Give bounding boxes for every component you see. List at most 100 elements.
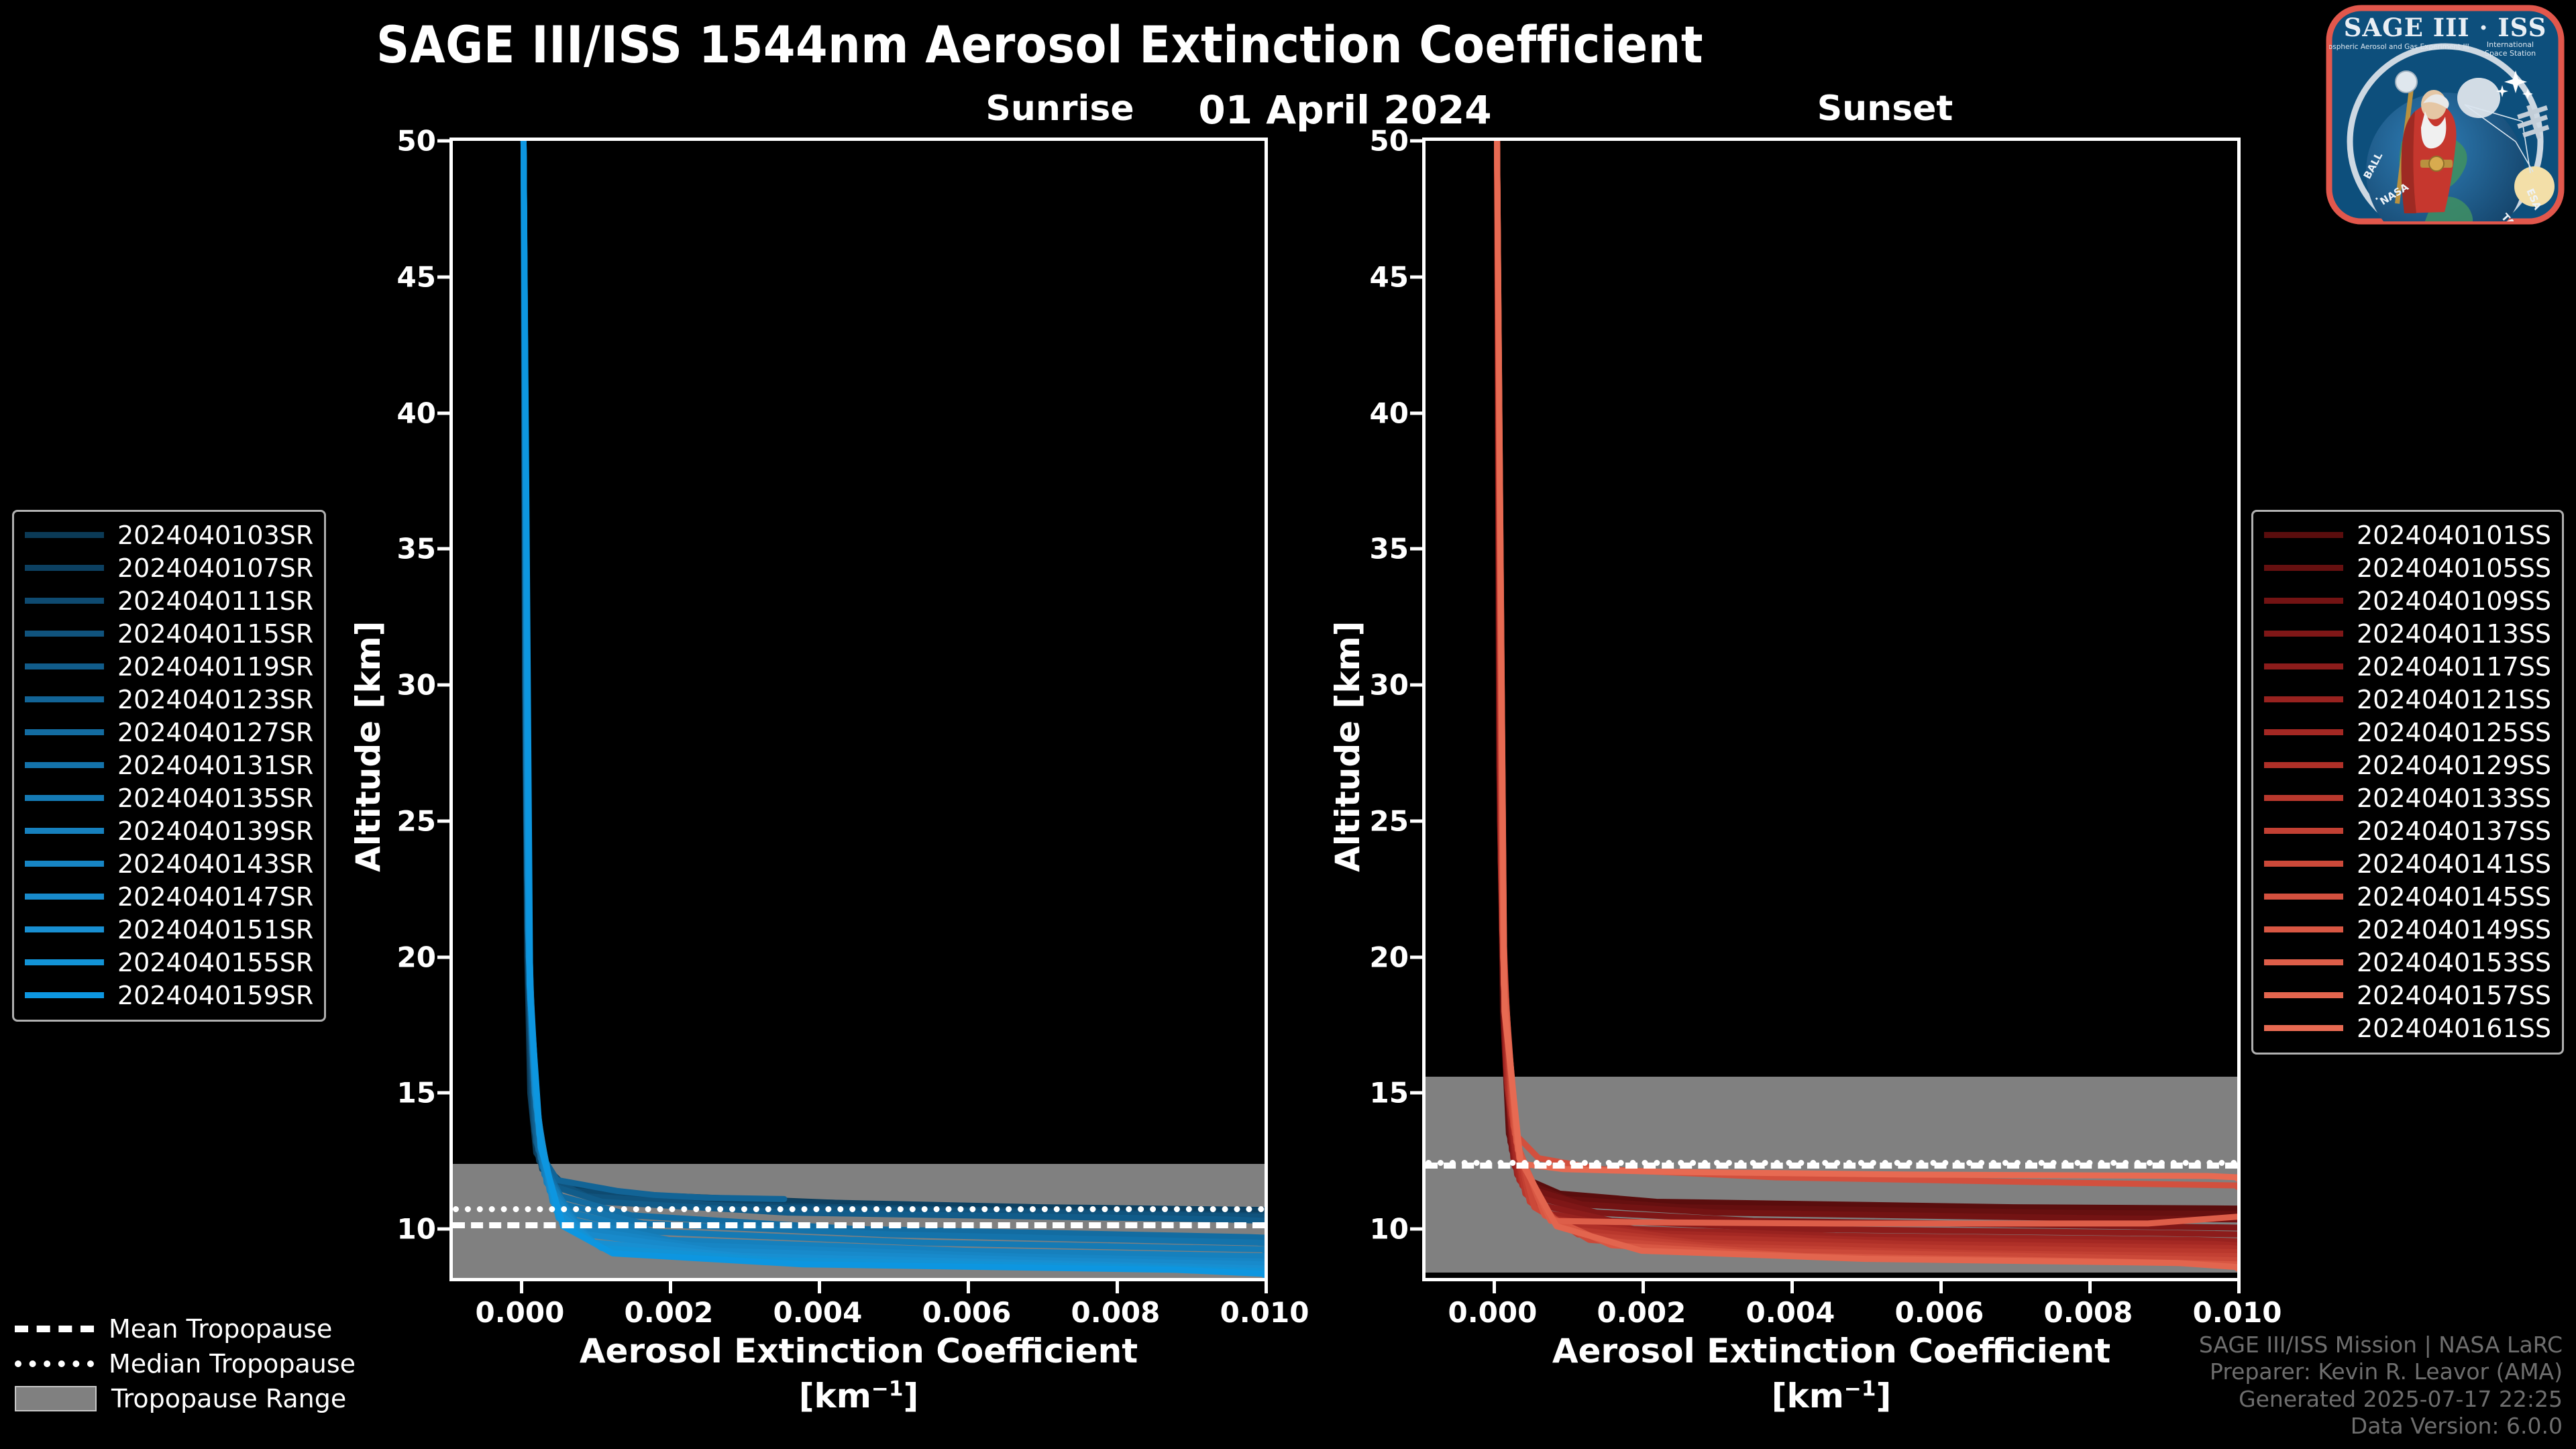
legend-item-sunset-event[interactable]: 2024040109SS xyxy=(2263,584,2551,617)
y-tick-label: 50 xyxy=(1369,124,1409,158)
legend-label-event: 2024040155SR xyxy=(117,947,314,977)
legend-item-sunrise-event[interactable]: 2024040135SR xyxy=(25,782,313,814)
series-line xyxy=(1497,141,2237,1228)
legend-item-sunrise-event[interactable]: 2024040115SR xyxy=(25,617,313,650)
series-line xyxy=(1497,141,2237,1258)
x-tick-label: 0.000 xyxy=(475,1296,565,1329)
series-line xyxy=(523,141,1265,1270)
legend-item-sunrise-event[interactable]: 2024040139SR xyxy=(25,814,313,847)
series-line xyxy=(1497,141,2237,1224)
legend-item-sunrise-event[interactable]: 2024040103SR xyxy=(25,519,313,551)
sunrise-series-group xyxy=(453,141,1265,1278)
series-line xyxy=(1497,141,2237,1245)
y-tick-label: 15 xyxy=(396,1076,436,1110)
sunrise-y-axis-title: Altitude [km] xyxy=(349,621,388,872)
legend-label-event: 2024040103SR xyxy=(117,520,314,550)
legend-item-sunrise-event[interactable]: 2024040119SR xyxy=(25,650,313,683)
legend-label-event: 2024040131SR xyxy=(117,750,314,780)
legend-color-swatch xyxy=(25,861,104,867)
y-tick-mark xyxy=(1410,139,1422,143)
legend-item-sunset-event[interactable]: 2024040125SS xyxy=(2263,716,2551,749)
y-tick-label: 50 xyxy=(396,124,436,158)
legend-color-swatch xyxy=(2263,926,2343,932)
series-line xyxy=(523,141,1265,1210)
legend-label-event: 2024040133SS xyxy=(2356,783,2551,813)
legend-item-sunrise-event[interactable]: 2024040123SR xyxy=(25,683,313,716)
legend-item-sunset-event[interactable]: 2024040161SS xyxy=(2263,1012,2551,1044)
series-line xyxy=(1497,141,2237,1187)
x-tick-mark xyxy=(1790,1281,1794,1293)
legend-item-sunset-event[interactable]: 2024040121SS xyxy=(2263,683,2551,716)
series-line xyxy=(523,141,1265,1265)
x-tick-mark xyxy=(1492,1281,1496,1293)
legend-label-event: 2024040161SS xyxy=(2356,1013,2551,1043)
legend-color-swatch xyxy=(2263,861,2343,867)
series-line xyxy=(523,141,1265,1273)
legend-color-swatch xyxy=(2263,631,2343,637)
y-tick-mark xyxy=(1410,547,1422,551)
legend-item-sunset-event[interactable]: 2024040157SS xyxy=(2263,979,2551,1012)
sunrise-x-units-suffix: ] xyxy=(903,1377,919,1415)
legend-label-event: 2024040113SS xyxy=(2356,619,2551,649)
filled-box-icon xyxy=(15,1386,97,1411)
legend-item-sunset-event[interactable]: 2024040137SS xyxy=(2263,814,2551,847)
sunset-series-group xyxy=(1426,141,2237,1278)
legend-item-sunset-event[interactable]: 2024040145SS xyxy=(2263,880,2551,913)
legend-color-swatch xyxy=(25,828,104,834)
series-line xyxy=(1497,141,2237,1248)
y-tick-mark xyxy=(437,1091,449,1095)
observation-date: 01 April 2024 xyxy=(1198,87,1492,133)
series-line xyxy=(1497,141,2237,1269)
legend-color-swatch xyxy=(25,992,104,998)
legend-item-sunrise-event[interactable]: 2024040143SR xyxy=(25,847,313,880)
sunrise-plot-surface xyxy=(453,141,1265,1278)
y-tick-mark xyxy=(437,547,449,551)
legend-item-sunset-event[interactable]: 2024040141SS xyxy=(2263,847,2551,880)
legend-item-sunrise-event[interactable]: 2024040127SR xyxy=(25,716,313,749)
sunset-event-legend: 2024040101SS 2024040105SS 2024040109SS 2024… xyxy=(2251,510,2564,1055)
legend-item-sunset-event[interactable]: 2024040117SS xyxy=(2263,650,2551,683)
legend-label-mean-tropopause: Mean Tropopause xyxy=(109,1314,333,1344)
y-tick-label: 30 xyxy=(396,668,436,702)
legend-item-sunrise-event[interactable]: 2024040147SR xyxy=(25,880,313,913)
legend-item-sunset-event[interactable]: 2024040105SS xyxy=(2263,551,2551,584)
legend-item-sunrise-event[interactable]: 2024040151SR xyxy=(25,913,313,946)
y-tick-mark xyxy=(437,683,449,687)
y-tick-label: 10 xyxy=(1369,1212,1409,1246)
dotted-line-icon xyxy=(15,1360,94,1367)
legend-item-sunrise-event[interactable]: 2024040159SR xyxy=(25,979,313,1012)
legend-color-swatch xyxy=(2263,1025,2343,1031)
sunset-x-axis-title: Aerosol Extinction Coefficient xyxy=(1552,1332,2111,1371)
series-line xyxy=(1497,141,2237,1214)
legend-item-sunset-event[interactable]: 2024040153SS xyxy=(2263,946,2551,979)
legend-item-sunrise-event[interactable]: 2024040111SR xyxy=(25,584,313,617)
y-tick-mark xyxy=(1410,955,1422,959)
legend-item-sunset-event[interactable]: 2024040101SS xyxy=(2263,519,2551,551)
legend-item-sunrise-event[interactable]: 2024040155SR xyxy=(25,946,313,979)
legend-item-sunset-event[interactable]: 2024040113SS xyxy=(2263,617,2551,650)
legend-item-sunrise-event[interactable]: 2024040131SR xyxy=(25,749,313,782)
x-tick-label: 0.002 xyxy=(1597,1296,1686,1329)
x-tick-mark xyxy=(1641,1281,1645,1293)
legend-label-event: 2024040141SS xyxy=(2356,849,2551,879)
legend-item-sunset-event[interactable]: 2024040149SS xyxy=(2263,913,2551,946)
legend-item-sunset-event[interactable]: 2024040133SS xyxy=(2263,782,2551,814)
sunrise-x-units-prefix: [km xyxy=(798,1377,871,1415)
series-line xyxy=(1497,141,2237,1241)
footer-mission: SAGE III/ISS Mission | NASA LaRC xyxy=(2198,1332,2563,1358)
legend-label-event: 2024040105SS xyxy=(2356,553,2551,583)
series-line xyxy=(1497,141,2237,1254)
sunset-x-units-suffix: ] xyxy=(1876,1377,1892,1415)
legend-label-event: 2024040147SR xyxy=(117,881,314,912)
x-tick-label: 0.002 xyxy=(624,1296,714,1329)
page-title: SAGE III/ISS 1544nm Aerosol Extinction C… xyxy=(376,15,1704,74)
svg-text:International: International xyxy=(2487,40,2534,49)
sunset-plot-surface xyxy=(1426,141,2237,1278)
legend-item-sunset-event[interactable]: 2024040129SS xyxy=(2263,749,2551,782)
y-tick-mark xyxy=(1410,275,1422,279)
sunrise-panel-title: Sunrise xyxy=(985,89,1134,129)
x-tick-label: 0.008 xyxy=(2043,1296,2133,1329)
legend-item-sunrise-event[interactable]: 2024040107SR xyxy=(25,551,313,584)
legend-label-event: 2024040139SR xyxy=(117,816,314,846)
legend-label-event: 2024040145SS xyxy=(2356,881,2551,912)
